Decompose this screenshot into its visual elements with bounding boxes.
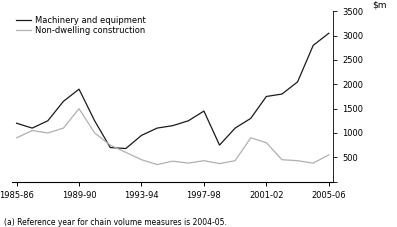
Non-dwelling construction: [30, 129, 35, 132]
Machinery and equipment: [139, 134, 144, 137]
Machinery and equipment: [155, 127, 160, 129]
Machinery and equipment: [202, 110, 206, 112]
Non-dwelling construction: [249, 136, 253, 139]
Machinery and equipment: [311, 44, 316, 47]
Non-dwelling construction: [155, 163, 160, 166]
Machinery and equipment: [123, 147, 128, 150]
Non-dwelling construction: [233, 159, 237, 162]
Machinery and equipment: [264, 95, 269, 98]
Non-dwelling construction: [123, 151, 128, 154]
Non-dwelling construction: [14, 136, 19, 139]
Machinery and equipment: [295, 81, 300, 83]
Machinery and equipment: [92, 119, 97, 122]
Non-dwelling construction: [92, 132, 97, 134]
Machinery and equipment: [14, 122, 19, 125]
Line: Non-dwelling construction: Non-dwelling construction: [17, 109, 329, 165]
Non-dwelling construction: [45, 132, 50, 134]
Machinery and equipment: [61, 100, 66, 103]
Machinery and equipment: [217, 144, 222, 146]
Machinery and equipment: [279, 93, 284, 95]
Non-dwelling construction: [186, 162, 191, 165]
Non-dwelling construction: [77, 107, 81, 110]
Machinery and equipment: [326, 32, 331, 35]
Non-dwelling construction: [170, 160, 175, 163]
Non-dwelling construction: [264, 141, 269, 144]
Machinery and equipment: [45, 119, 50, 122]
Non-dwelling construction: [108, 144, 113, 146]
Line: Machinery and equipment: Machinery and equipment: [17, 33, 329, 148]
Non-dwelling construction: [139, 158, 144, 161]
Non-dwelling construction: [202, 159, 206, 162]
Machinery and equipment: [186, 119, 191, 122]
Text: (a) Reference year for chain volume measures is 2004-05.: (a) Reference year for chain volume meas…: [4, 218, 227, 227]
Non-dwelling construction: [279, 158, 284, 161]
Non-dwelling construction: [326, 153, 331, 156]
Non-dwelling construction: [61, 127, 66, 129]
Non-dwelling construction: [311, 162, 316, 165]
Text: $m: $m: [372, 1, 387, 10]
Machinery and equipment: [249, 117, 253, 120]
Machinery and equipment: [170, 124, 175, 127]
Machinery and equipment: [108, 146, 113, 149]
Legend: Machinery and equipment, Non-dwelling construction: Machinery and equipment, Non-dwelling co…: [16, 15, 146, 35]
Non-dwelling construction: [217, 162, 222, 165]
Machinery and equipment: [233, 127, 237, 129]
Machinery and equipment: [77, 88, 81, 91]
Non-dwelling construction: [295, 159, 300, 162]
Machinery and equipment: [30, 127, 35, 129]
